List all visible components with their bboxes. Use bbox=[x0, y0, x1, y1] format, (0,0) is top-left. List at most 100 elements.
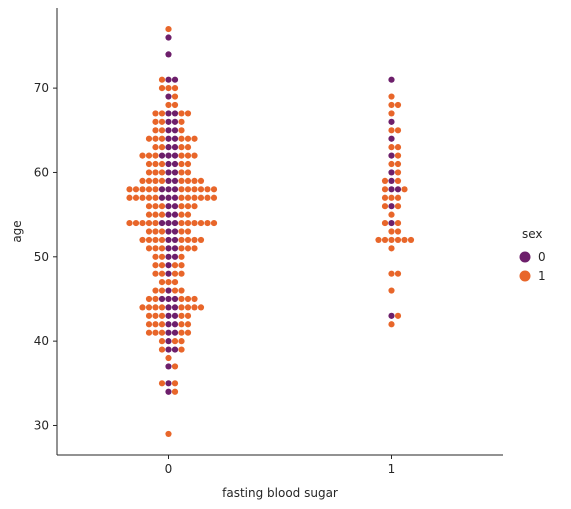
data-point bbox=[191, 236, 198, 244]
data-point bbox=[165, 380, 172, 387]
data-point bbox=[165, 354, 172, 362]
data-point bbox=[388, 270, 395, 277]
data-point bbox=[171, 160, 179, 168]
data-point bbox=[152, 219, 159, 227]
data-point bbox=[165, 177, 172, 184]
data-point bbox=[388, 127, 395, 134]
data-point bbox=[145, 177, 153, 184]
data-point bbox=[394, 186, 402, 193]
data-point bbox=[165, 127, 172, 134]
data-point bbox=[158, 211, 166, 218]
data-point bbox=[165, 118, 172, 125]
data-point bbox=[171, 363, 179, 370]
data-point bbox=[178, 338, 185, 345]
data-point bbox=[152, 203, 159, 210]
data-point bbox=[394, 228, 402, 235]
y-axis-label: age bbox=[10, 220, 24, 242]
data-point bbox=[197, 177, 205, 184]
data-point bbox=[139, 304, 146, 311]
data-point bbox=[165, 160, 172, 168]
data-point bbox=[165, 279, 172, 286]
data-point bbox=[184, 177, 192, 184]
data-point bbox=[178, 118, 185, 125]
data-point bbox=[394, 203, 402, 210]
data-point bbox=[145, 312, 153, 319]
data-point bbox=[388, 160, 395, 168]
data-point bbox=[158, 295, 166, 303]
data-point bbox=[165, 270, 172, 277]
data-point bbox=[191, 219, 198, 227]
data-point bbox=[171, 295, 179, 303]
legend-label: 1 bbox=[538, 269, 546, 283]
data-point bbox=[388, 152, 395, 159]
data-point bbox=[204, 194, 211, 201]
data-point bbox=[178, 135, 185, 142]
data-point bbox=[178, 321, 185, 328]
data-point bbox=[184, 194, 192, 201]
data-point bbox=[178, 295, 185, 303]
data-point bbox=[165, 194, 172, 201]
data-point bbox=[152, 135, 159, 142]
data-point bbox=[152, 295, 159, 303]
data-point bbox=[145, 203, 153, 210]
data-point bbox=[171, 321, 179, 328]
data-point bbox=[152, 262, 159, 269]
data-point bbox=[158, 144, 166, 151]
data-point bbox=[191, 203, 198, 210]
data-point bbox=[171, 211, 179, 218]
data-point bbox=[158, 135, 166, 142]
data-point bbox=[165, 245, 172, 252]
data-point bbox=[158, 380, 166, 387]
data-point bbox=[171, 135, 179, 142]
data-point bbox=[152, 177, 159, 184]
data-point bbox=[158, 287, 166, 294]
data-point bbox=[152, 287, 159, 294]
data-point bbox=[158, 118, 166, 125]
data-point bbox=[152, 228, 159, 235]
data-point bbox=[158, 177, 166, 184]
data-point bbox=[158, 194, 166, 201]
data-point bbox=[152, 160, 159, 168]
data-point bbox=[388, 236, 395, 244]
data-point bbox=[388, 287, 395, 294]
data-point bbox=[197, 304, 205, 311]
data-point bbox=[165, 135, 172, 142]
data-point bbox=[126, 219, 133, 227]
data-point bbox=[145, 135, 153, 142]
data-point bbox=[165, 363, 172, 370]
y-tick-label: 40 bbox=[34, 334, 49, 348]
data-point bbox=[165, 211, 172, 218]
data-point bbox=[178, 219, 185, 227]
data-point bbox=[178, 228, 185, 235]
data-point bbox=[171, 127, 179, 134]
data-point bbox=[171, 338, 179, 345]
data-point bbox=[401, 236, 408, 244]
data-point bbox=[191, 177, 198, 184]
legend-marker bbox=[519, 251, 531, 263]
data-point bbox=[165, 253, 172, 260]
data-point bbox=[165, 295, 172, 303]
data-point bbox=[191, 245, 198, 252]
data-point bbox=[152, 236, 159, 244]
data-point bbox=[394, 312, 402, 319]
data-point bbox=[191, 186, 198, 193]
data-point bbox=[165, 85, 172, 92]
data-point bbox=[158, 186, 166, 193]
legend-marker bbox=[519, 270, 531, 282]
data-point bbox=[165, 312, 172, 319]
data-point bbox=[126, 194, 133, 201]
data-point bbox=[388, 312, 395, 319]
legend-label: 0 bbox=[538, 250, 546, 264]
data-point bbox=[158, 110, 166, 117]
data-point bbox=[152, 118, 159, 125]
data-point bbox=[388, 110, 395, 117]
data-point bbox=[184, 321, 192, 328]
points-layer bbox=[126, 25, 415, 438]
data-point bbox=[178, 211, 185, 218]
data-point bbox=[165, 321, 172, 328]
data-point bbox=[388, 177, 395, 184]
data-point bbox=[158, 203, 166, 210]
data-point bbox=[197, 194, 205, 201]
